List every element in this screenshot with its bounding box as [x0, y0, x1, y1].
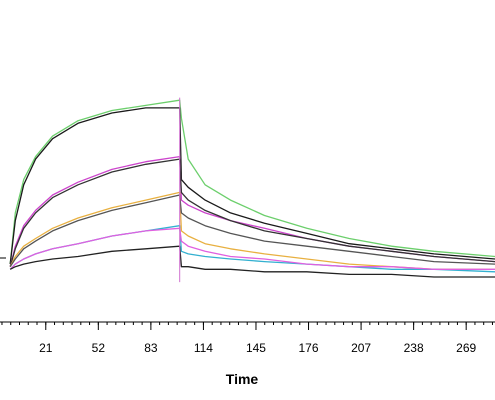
series-line-6 — [9, 194, 495, 268]
series-line-5 — [9, 191, 495, 270]
series-line-8 — [9, 227, 495, 270]
x-tick-label: 21 — [39, 341, 53, 355]
x-tick-label: 238 — [404, 341, 424, 355]
x-tick-layer: 21 52 83 114 145 176 207 238 269 — [1, 322, 493, 355]
x-tick-label: 114 — [194, 341, 213, 355]
x-tick-label: 207 — [351, 341, 371, 355]
x-tick-label: 176 — [299, 341, 319, 355]
series-line-2 — [9, 107, 495, 265]
x-tick-label: 52 — [92, 341, 106, 355]
series-line-1 — [9, 99, 495, 265]
x-tick-label: 145 — [246, 341, 266, 355]
series-line-9 — [9, 245, 495, 278]
x-tick-label: 269 — [456, 341, 476, 355]
x-axis-title: Time — [226, 371, 259, 387]
x-tick-label: 83 — [144, 341, 158, 355]
series-line-7 — [9, 225, 495, 273]
series-layer — [9, 97, 495, 283]
series-line-4 — [9, 158, 495, 267]
